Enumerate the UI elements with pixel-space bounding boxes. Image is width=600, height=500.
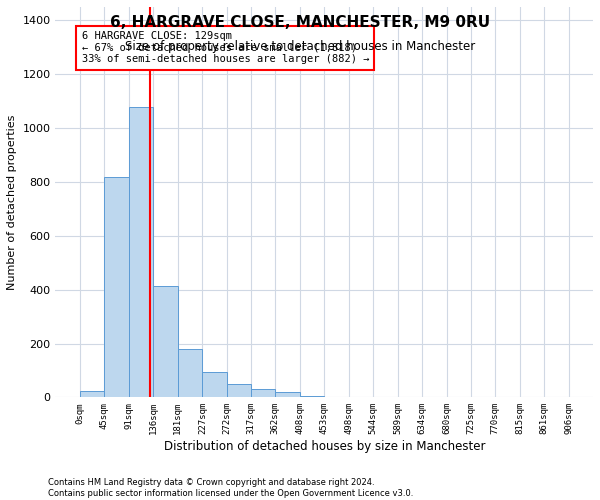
Bar	[202, 372, 227, 398]
Text: Contains HM Land Registry data © Crown copyright and database right 2024.
Contai: Contains HM Land Registry data © Crown c…	[48, 478, 413, 498]
Y-axis label: Number of detached properties: Number of detached properties	[7, 114, 17, 290]
Text: Size of property relative to detached houses in Manchester: Size of property relative to detached ho…	[125, 40, 475, 53]
Bar	[275, 392, 300, 398]
Bar	[251, 389, 275, 398]
Bar	[104, 177, 129, 398]
Bar	[324, 397, 349, 398]
Bar	[129, 106, 153, 398]
Bar	[178, 350, 202, 398]
Text: 6 HARGRAVE CLOSE: 129sqm
← 67% of detached houses are smaller (1,818)
33% of sem: 6 HARGRAVE CLOSE: 129sqm ← 67% of detach…	[82, 31, 369, 64]
Bar	[300, 396, 324, 398]
Text: 6, HARGRAVE CLOSE, MANCHESTER, M9 0RU: 6, HARGRAVE CLOSE, MANCHESTER, M9 0RU	[110, 15, 490, 30]
Bar	[80, 390, 104, 398]
Bar	[153, 286, 178, 398]
Bar	[227, 384, 251, 398]
X-axis label: Distribution of detached houses by size in Manchester: Distribution of detached houses by size …	[164, 440, 485, 453]
